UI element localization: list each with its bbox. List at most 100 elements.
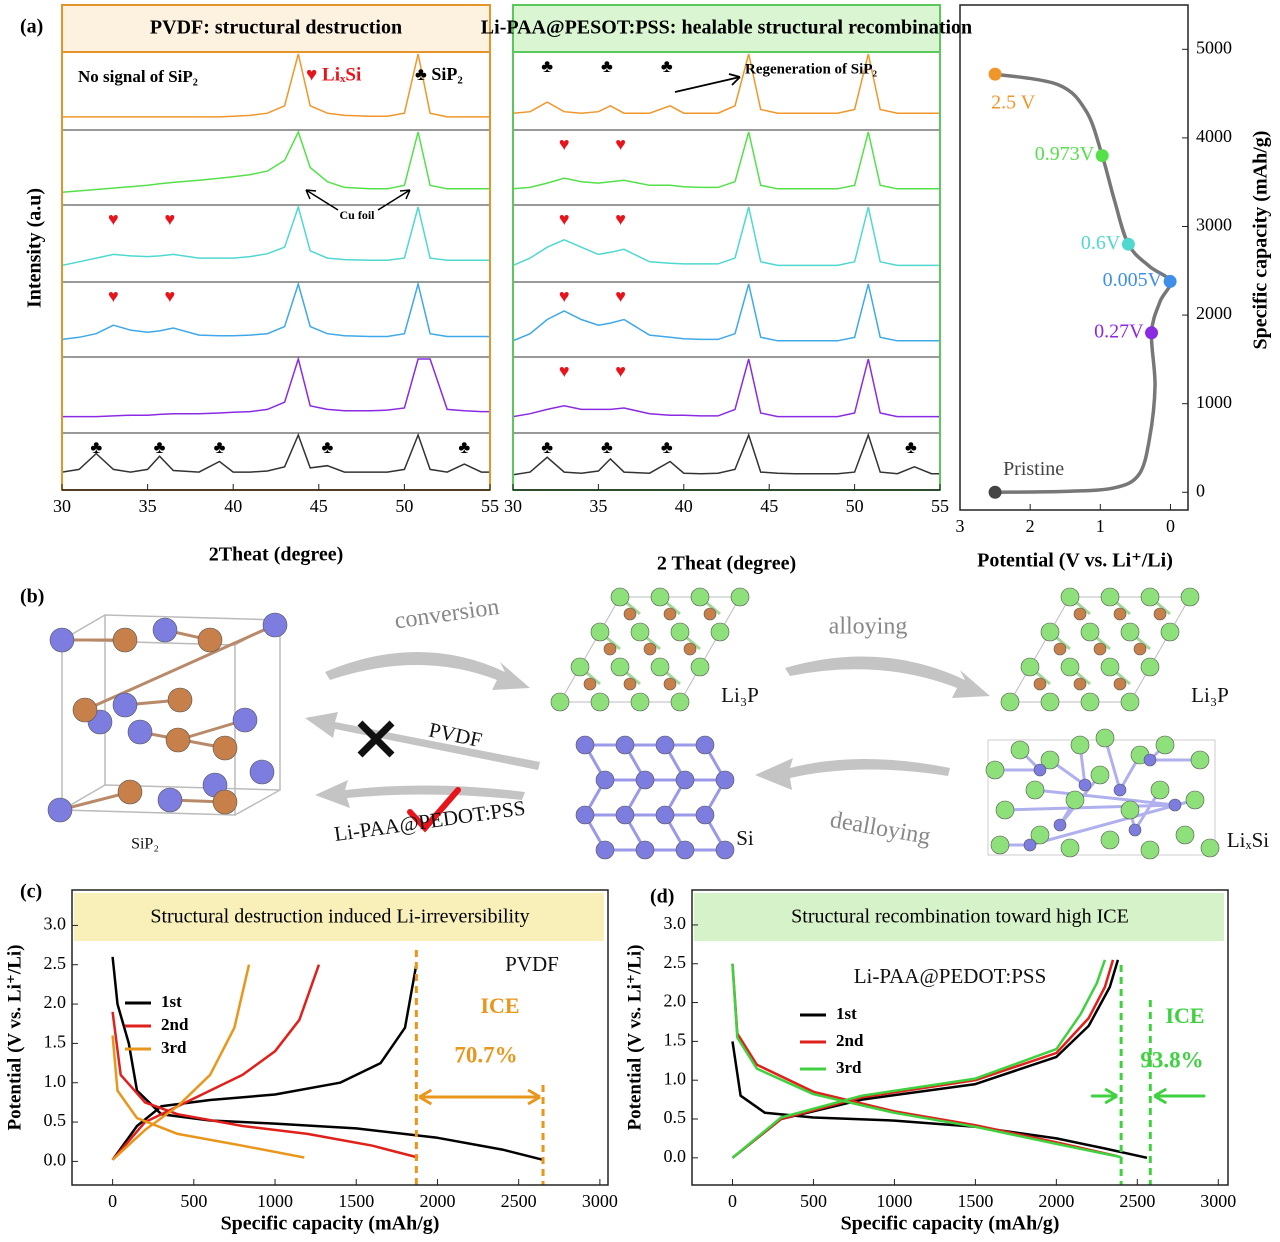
xrd-trace — [62, 130, 490, 194]
y-tick-label: 5000 — [1196, 37, 1232, 57]
x-tick-label: 55 — [931, 496, 949, 516]
peak-marker: ♣ — [905, 437, 917, 457]
atom — [1140, 657, 1160, 677]
annotation: ICE — [480, 993, 519, 1018]
atom — [635, 770, 655, 790]
atom — [1000, 692, 1020, 712]
atom — [1053, 642, 1067, 656]
atom — [690, 587, 710, 607]
x-tick-label: 30 — [53, 496, 71, 516]
atom — [1060, 838, 1080, 858]
atom — [730, 587, 750, 607]
legend-label: 3rd — [161, 1038, 187, 1057]
atom — [1040, 750, 1060, 770]
x-tick-label: 3 — [956, 516, 965, 536]
diagram-label: Li-PAA@PEDOT:PSS — [333, 796, 527, 847]
dealloying-arrow — [755, 758, 950, 790]
annotation: Cu foil — [339, 208, 375, 222]
peak-marker: ♣ — [90, 437, 102, 457]
x-tick-label: 2 — [1026, 516, 1035, 536]
peak-marker: ♥ — [165, 209, 176, 229]
atom — [49, 627, 75, 653]
y-tick-label: 0.5 — [44, 1110, 67, 1130]
peak-marker: ♣ — [321, 437, 333, 457]
y-axis-title: Potential (V vs. Li⁺/Li) — [4, 945, 25, 1131]
peak-marker: ♣ — [661, 56, 673, 76]
cu-arrows — [305, 189, 411, 211]
xrd-trace — [62, 282, 490, 341]
xrd-trace — [513, 206, 940, 267]
xrd-trace — [62, 53, 490, 118]
y-tick-label: 1.5 — [664, 1030, 687, 1050]
atom — [1060, 657, 1080, 677]
y-tick-label: 4000 — [1196, 126, 1232, 146]
atom — [117, 779, 143, 805]
x-axis-title: 2Theat (degree) — [209, 544, 344, 566]
y-tick-label: 2.0 — [664, 991, 687, 1011]
atom — [650, 657, 670, 677]
y-tick-label: 0.5 — [664, 1107, 687, 1127]
y-axis-title: Potential (V vs. Li⁺/Li) — [624, 945, 645, 1131]
y-tick-label: 0.0 — [664, 1146, 687, 1166]
x-tick-label: 0 — [108, 1191, 117, 1211]
atom — [1060, 587, 1080, 607]
annotation: 93.8% — [1140, 1047, 1203, 1072]
atom — [575, 805, 595, 825]
atom — [1090, 765, 1110, 785]
atom — [165, 727, 191, 753]
atom — [1095, 728, 1115, 748]
atom — [1140, 840, 1160, 860]
xrd-trace — [513, 433, 940, 476]
x-tick-label: 45 — [310, 496, 328, 516]
y-axis-title: Intensity (a.u) — [24, 188, 46, 308]
atom — [1078, 778, 1092, 792]
atom — [663, 607, 677, 621]
atom — [703, 607, 717, 621]
y-tick-label: 3.0 — [664, 913, 687, 933]
x-axis-title: Specific capacity (mAh/g) — [841, 1213, 1060, 1235]
atom — [1053, 818, 1067, 832]
xrd-trace — [513, 358, 940, 418]
title-box — [512, 4, 941, 53]
pvdf-arrow — [305, 712, 540, 770]
atom — [1113, 783, 1127, 797]
atom — [1023, 838, 1037, 852]
point-label: 0.27V — [1094, 320, 1144, 342]
capacity-curve — [994, 72, 1173, 495]
voltage-curve — [111, 964, 305, 1161]
atom — [595, 840, 615, 860]
diagram-label: Li₃P — [721, 683, 759, 707]
atom — [1120, 800, 1140, 820]
atom — [262, 612, 288, 638]
annotation: ♥ LiₓSi — [306, 64, 361, 85]
atom — [1113, 677, 1127, 691]
atom — [127, 719, 153, 745]
x-tick-label: 40 — [224, 496, 242, 516]
panel-label: (a) — [20, 16, 43, 38]
legend-label: 2nd — [161, 1015, 189, 1034]
atom — [695, 805, 715, 825]
atom — [47, 797, 73, 823]
atom — [1153, 607, 1167, 621]
atom — [1070, 735, 1090, 755]
annotation: No signal of SiP₂ — [78, 67, 198, 86]
x-tick-label: 500 — [800, 1191, 827, 1211]
x-tick-label: 2000 — [1038, 1191, 1074, 1211]
panel-frame — [512, 51, 941, 491]
x-tick-label: 2500 — [1119, 1191, 1155, 1211]
panel-label: (c) — [20, 881, 42, 903]
diagram-label: conversion — [393, 594, 501, 634]
x-axis-title: Specific capacity (mAh/g) — [221, 1213, 440, 1235]
state-point — [988, 485, 1002, 499]
atom — [575, 735, 595, 755]
peak-marker: ♥ — [559, 209, 570, 229]
state-point — [1145, 326, 1159, 340]
atom — [1073, 607, 1087, 621]
atom — [615, 805, 635, 825]
bond — [1004, 803, 1176, 812]
panel-title: Structural destruction induced Li-irreve… — [150, 906, 529, 928]
y-tick-label: 3000 — [1196, 215, 1232, 235]
x-tick-label: 1000 — [257, 1191, 293, 1211]
atom — [1140, 587, 1160, 607]
peak-marker: ♥ — [559, 134, 570, 154]
